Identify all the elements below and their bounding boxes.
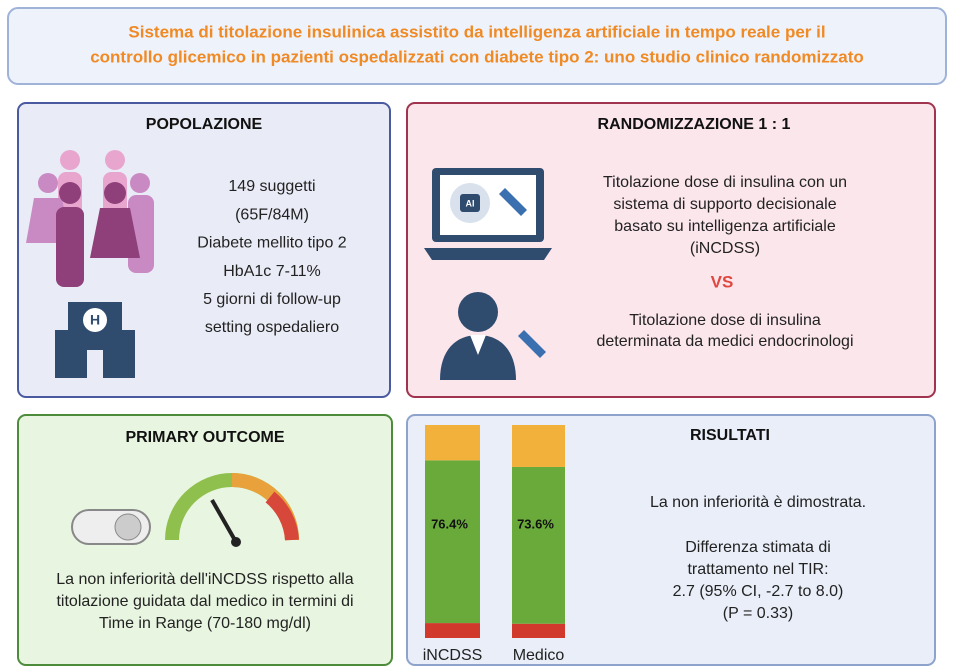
bar-segment xyxy=(512,466,565,624)
section-title: POPOLAZIONE xyxy=(146,116,263,133)
text-line: trattamento nel TIR: xyxy=(687,561,828,578)
text-line: 149 suggetti xyxy=(228,178,315,195)
people-icon xyxy=(26,150,154,287)
section-title: PRIMARY OUTCOME xyxy=(125,429,284,446)
text-line: Time in Range (70-180 mg/dl) xyxy=(99,615,311,632)
bar-segment xyxy=(425,460,480,624)
section-title: RISULTATI xyxy=(690,427,770,444)
toggle-icon xyxy=(71,509,151,545)
value-label: 73.6% xyxy=(517,516,554,531)
text-line: Diabete mellito tipo 2 xyxy=(197,235,347,252)
category-label: Medico xyxy=(513,647,565,664)
results-box xyxy=(406,414,936,666)
title-line: controllo glicemico in pazienti ospedali… xyxy=(90,47,864,66)
outcome-box xyxy=(17,414,393,666)
bar-segment xyxy=(425,623,480,638)
text-line: HbA1c 7-11% xyxy=(223,263,321,280)
text-line: basato su intelligenza artificiale xyxy=(614,218,836,235)
text-line: 2.7 (95% CI, -2.7 to 8.0) xyxy=(673,583,844,600)
category-label: iNCDSS xyxy=(423,647,483,664)
gauge-icon xyxy=(165,473,299,547)
text-line: (65F/84M) xyxy=(235,206,309,223)
hospital-h: H xyxy=(90,312,100,328)
text-line: (iNCDSS) xyxy=(690,240,760,257)
header-box xyxy=(7,7,947,85)
laptop-icon: AI xyxy=(424,168,552,260)
text-line: Titolazione dose di insulina con un xyxy=(603,174,847,191)
text-line: determinata da medici endocrinologi xyxy=(596,333,853,350)
value-label: 76.4% xyxy=(431,516,468,531)
text-line: 5 giorni di follow-up xyxy=(203,291,341,308)
text-line: Differenza stimata di xyxy=(685,539,831,556)
bar-segment xyxy=(512,623,565,638)
bar-segment xyxy=(425,425,480,461)
doctor-icon xyxy=(440,292,546,380)
text-line: La non inferiorità è dimostrata. xyxy=(650,494,866,511)
text-line: La non inferiorità dell'iNCDSS rispetto … xyxy=(56,571,354,588)
title-line: Sistema di titolazione insulinica assist… xyxy=(128,22,825,41)
text-line: titolazione guidata dal medico in termin… xyxy=(56,593,353,610)
text-line: Titolazione dose di insulina xyxy=(629,312,821,329)
text-line: (P = 0.33) xyxy=(723,605,793,622)
text-line: setting ospedaliero xyxy=(205,319,339,336)
text-line: sistema di supporto decisionale xyxy=(613,196,836,213)
bar-segment xyxy=(512,425,565,467)
hospital-icon: H xyxy=(55,302,135,378)
ai-chip: AI xyxy=(466,198,475,208)
section-title: RANDOMIZZAZIONE 1 : 1 xyxy=(598,116,791,133)
vs-label: VS xyxy=(711,272,734,291)
